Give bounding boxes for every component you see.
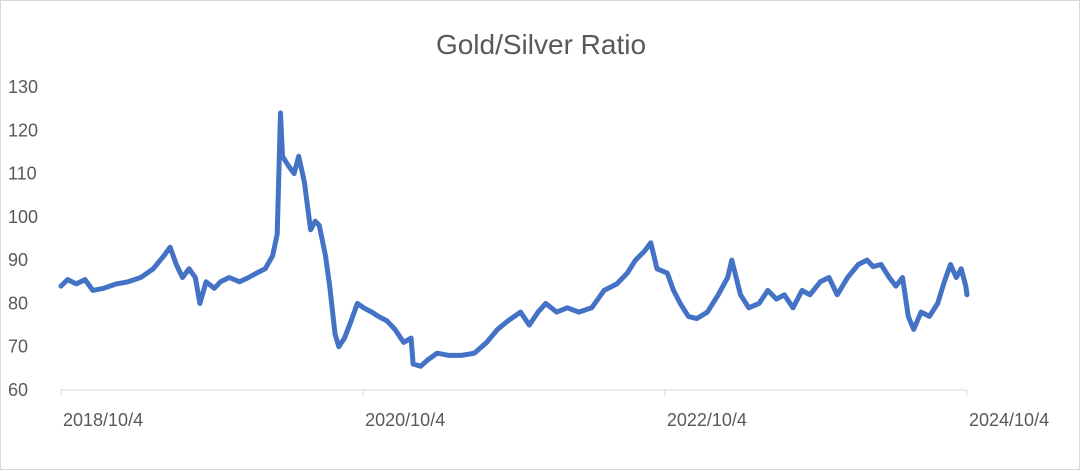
- series-layer: [58, 110, 970, 369]
- y-tick-label: 70: [8, 337, 28, 357]
- y-axis: 60 70 80 90 100 110 120 130: [8, 77, 38, 400]
- y-tick-label: 130: [8, 77, 38, 97]
- y-tick-label: 100: [8, 207, 38, 227]
- x-tick-label: 2020/10/4: [365, 410, 445, 430]
- y-tick-label: 60: [8, 380, 28, 400]
- x-axis: 2018/10/4 2020/10/4 2022/10/4 2024/10/4: [60, 389, 1049, 430]
- series-line: [58, 110, 970, 369]
- y-tick-label: 110: [8, 164, 37, 184]
- x-tick-label: 2022/10/4: [667, 410, 747, 430]
- y-tick-label: 90: [8, 250, 28, 270]
- y-tick-label: 120: [8, 120, 38, 140]
- chart-title: Gold/Silver Ratio: [436, 29, 646, 60]
- x-tick-label: 2018/10/4: [63, 410, 143, 430]
- y-tick-label: 80: [8, 293, 28, 313]
- x-tick-label: 2024/10/4: [969, 410, 1049, 430]
